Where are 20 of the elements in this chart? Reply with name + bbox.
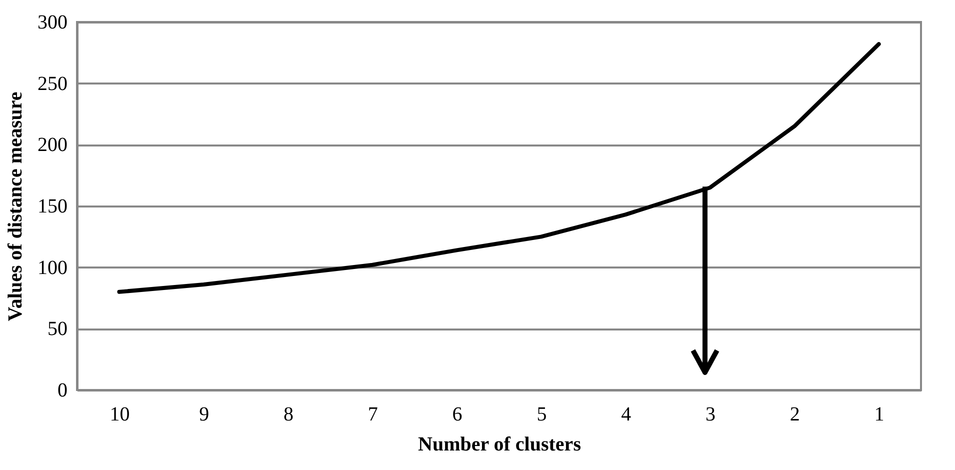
y-tick-label: 0 — [58, 380, 68, 402]
y-axis-title: Values of distance measure — [4, 92, 26, 322]
x-axis-title: Number of clusters — [418, 434, 582, 456]
x-tick-label: 1 — [874, 404, 884, 426]
x-tick-label: 5 — [536, 404, 547, 426]
x-tick-label: 10 — [110, 404, 130, 426]
x-tick-label: 4 — [621, 404, 632, 426]
x-tick-label: 2 — [790, 404, 800, 426]
y-tick-label: 250 — [38, 72, 68, 95]
x-tick-label: 8 — [284, 404, 294, 426]
y-tick-label: 150 — [38, 196, 68, 218]
y-tick-label: 100 — [38, 256, 68, 279]
x-tick-label: 7 — [368, 404, 378, 426]
x-tick-label: 9 — [199, 404, 210, 426]
x-tick-label: 3 — [706, 404, 716, 426]
y-tick-label: 300 — [38, 12, 68, 34]
y-tick-label: 200 — [38, 134, 68, 156]
y-tick-label: 50 — [48, 318, 68, 340]
x-tick-label: 6 — [452, 404, 462, 426]
line-series — [117, 42, 881, 294]
